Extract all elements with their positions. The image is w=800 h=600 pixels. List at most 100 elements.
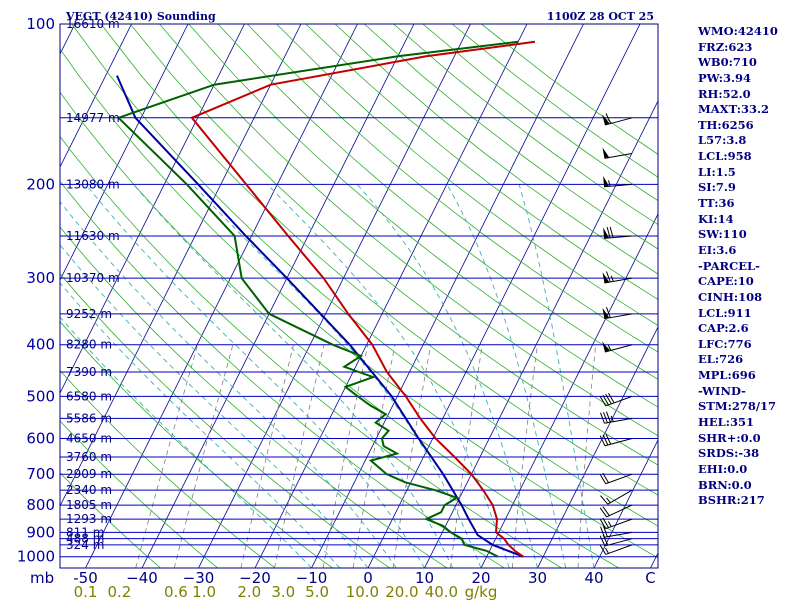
- wind-barb: [599, 544, 633, 555]
- index-item: WB0:710: [698, 55, 757, 70]
- dry-adiabat-line: [129, 24, 658, 466]
- isotherm-line: [537, 326, 658, 568]
- index-item: TH:6256: [698, 117, 754, 132]
- barb-full: [605, 271, 611, 283]
- index-item: WMO:42410: [698, 24, 778, 38]
- wind-barb: [599, 433, 633, 447]
- plot-frame: [59, 23, 659, 569]
- moist-adiabat-line: [133, 184, 454, 568]
- wind-barb: [603, 175, 633, 188]
- moist-adiabat-line: [356, 184, 538, 568]
- index-item: -PARCEL-: [698, 258, 760, 273]
- barb-staff: [604, 183, 633, 188]
- mixing-ratio-label: 0.1: [74, 583, 98, 600]
- barb-flag: [602, 147, 610, 159]
- wind-barb: [602, 341, 633, 353]
- isotherm-line: [480, 213, 658, 568]
- dry-adiabat-line: [247, 24, 658, 353]
- pressure-label: 600: [26, 430, 55, 448]
- height-label: 1293 m: [66, 512, 112, 526]
- barb-flag: [602, 341, 610, 352]
- dry-adiabat-line: [60, 135, 562, 568]
- index-item: STM:278/17: [698, 399, 777, 414]
- barb-staff: [604, 417, 633, 424]
- temperature-label: C: [645, 569, 655, 587]
- dry-adiabat-line: [364, 24, 658, 250]
- pressure-label: 100: [26, 15, 55, 33]
- barb-half: [607, 344, 612, 351]
- index-item: LFC:776: [698, 336, 752, 351]
- index-item: FRZ:623: [698, 39, 753, 54]
- moist-adiabat-line: [60, 282, 341, 568]
- dry-adiabat-line: [60, 273, 390, 568]
- index-item: HEL:351: [698, 415, 754, 430]
- barb-flag: [603, 227, 610, 239]
- index-item: KI:14: [698, 211, 734, 226]
- mixing-ratio-label: 1.0: [192, 583, 216, 600]
- isotherm-line: [198, 24, 471, 568]
- index-item: EI:3.6: [698, 242, 737, 257]
- mixing-ratio-label: 20.0: [385, 583, 418, 600]
- mixing-ratio-label: 3.0: [271, 583, 295, 600]
- pressure-label: 500: [26, 387, 55, 405]
- pressure-label: 900: [26, 523, 55, 541]
- dry-adiabat-line: [60, 420, 219, 568]
- dry-adiabat-line: [60, 180, 505, 568]
- pressure-labels: 100 200 300 400 500 600 700 800 900 1000: [17, 15, 55, 566]
- wind-barb: [599, 472, 633, 485]
- barb-staff: [604, 235, 633, 239]
- index-item: MAXT:33.2: [698, 102, 769, 117]
- indices-panel: WMO:42410 FRZ:623 WB0:710 PW:3.94 RH:52.0 MAX…: [698, 24, 798, 509]
- wind-barb: [602, 271, 633, 284]
- moist-adiabats: [60, 184, 595, 568]
- barb-flag: [602, 272, 610, 284]
- barb-full: [606, 226, 611, 239]
- barb-full: [608, 392, 615, 404]
- mixing-ratio-labels: 0.1 0.2 0.6 1.0 2.0 3.0 5.0 10.0 20.0 40.0 g/kg: [74, 583, 498, 600]
- isotherm-line: [60, 24, 245, 394]
- barb-full: [602, 506, 610, 516]
- height-label: 13080 m: [66, 177, 120, 191]
- barb-staff: [605, 544, 633, 555]
- barb-full: [609, 226, 614, 238]
- isotherm-line: [60, 24, 76, 55]
- isotherm-line: [254, 24, 528, 568]
- index-item: BRN:0.0: [698, 477, 752, 492]
- dry-adiabat-line: [60, 320, 333, 568]
- wind-barb: [600, 411, 633, 424]
- mixing-ratio-label: g/kg: [465, 583, 498, 600]
- index-item: EHI:0.0: [698, 461, 748, 476]
- temperature-label: 10: [415, 569, 434, 587]
- dry-adiabat-line: [60, 48, 658, 559]
- barb-full: [605, 411, 611, 423]
- dry-adiabat-line: [276, 24, 658, 326]
- isotherm-line: [0, 24, 19, 568]
- index-item: EL:726: [698, 352, 744, 367]
- barb-half: [605, 547, 609, 554]
- index-item: LCL:911: [698, 305, 752, 320]
- height-label: 2340 m: [66, 483, 112, 497]
- dry-adiabat-line: [217, 24, 658, 380]
- mixing-ratio-label: 5.0: [305, 583, 329, 600]
- height-labels: 16610 m 14977 m 13080 m 11630 m 10370 m 9252 …: [66, 17, 120, 552]
- height-label: 2909 m: [66, 467, 112, 481]
- index-item: TT:36: [698, 196, 735, 211]
- dry-adiabat-line: [60, 91, 620, 568]
- height-label: 488 m: [66, 532, 104, 546]
- mixing-ratio-line: [173, 344, 234, 568]
- height-label: 811 m: [66, 525, 104, 539]
- isotherm-line: [141, 24, 415, 568]
- temperature-label: 40: [584, 569, 603, 587]
- temperature-label: −40: [126, 569, 158, 587]
- wind-barb: [602, 113, 633, 126]
- height-label: 6580 m: [66, 389, 112, 403]
- index-item: SRDS:-38: [698, 446, 760, 461]
- barb-full: [602, 517, 609, 528]
- index-item: LCL:958: [698, 149, 752, 164]
- barb-half: [607, 521, 612, 527]
- dry-adiabats: [60, 24, 658, 568]
- barb-full: [600, 495, 609, 505]
- temperature-axis-unit: mb: [30, 569, 54, 587]
- mixing-ratio-lines: [135, 344, 597, 568]
- pressure-label: 700: [26, 465, 55, 483]
